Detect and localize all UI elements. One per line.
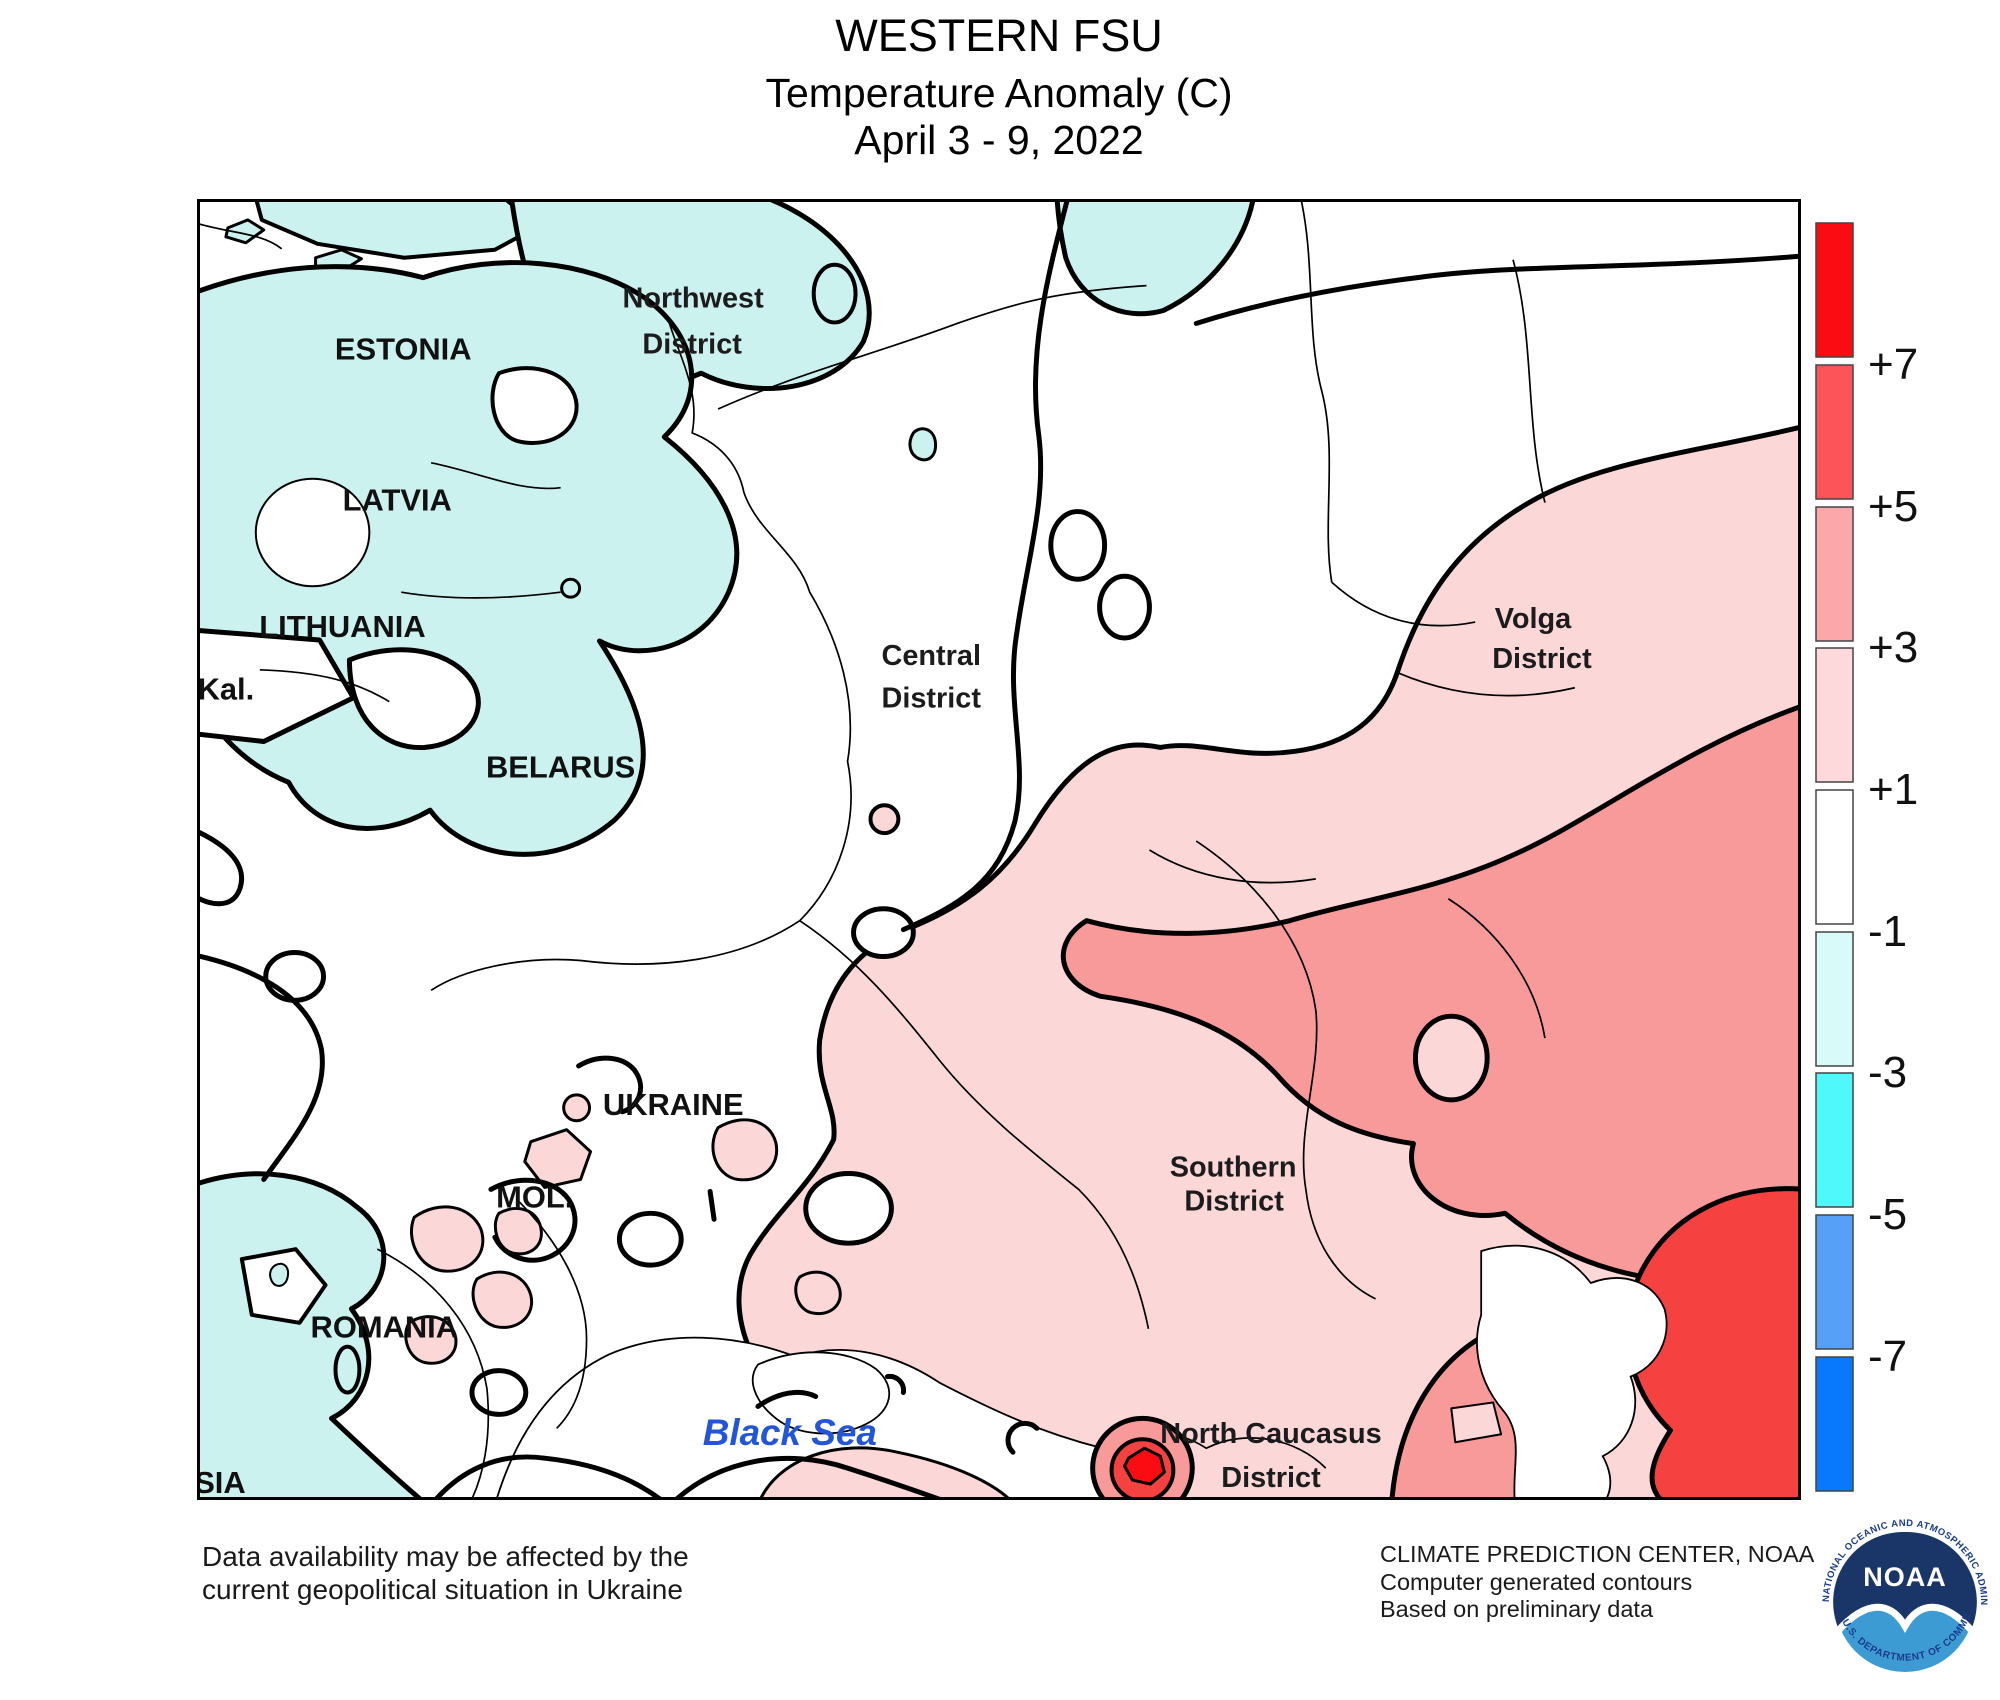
label-russia-clipped: SIA xyxy=(200,1465,246,1497)
thick-contour-lines xyxy=(200,202,1798,1497)
label-volga-district: Volga xyxy=(1495,603,1572,635)
cyan-islet xyxy=(269,1262,290,1287)
label-belarus: BELARUS xyxy=(486,749,635,784)
white-pocket xyxy=(616,1210,684,1268)
pink-patch xyxy=(794,1270,842,1316)
credits-block: CLIMATE PREDICTION CENTER, NOAA Computer… xyxy=(1380,1541,1814,1624)
label-north-caucasus-district: North Caucasus xyxy=(1160,1418,1381,1450)
legend-tick-minus7: -7 xyxy=(1868,1332,1907,1381)
legend-swatch-m7-down xyxy=(1815,1356,1854,1492)
label-southern-district: Southern xyxy=(1170,1151,1297,1183)
cyan-teardrop xyxy=(333,1344,362,1395)
white-hole xyxy=(490,366,579,445)
cyan-southwest-mass xyxy=(200,1171,422,1497)
legend-swatch-neutral xyxy=(1815,789,1854,925)
pink-patch xyxy=(471,1270,534,1329)
page-subtitle: Temperature Anomaly (C) xyxy=(765,70,1233,116)
cyan-teardrop xyxy=(908,427,938,462)
label-lithuania: LITHUANIA xyxy=(259,609,425,644)
label-latvia: LATVIA xyxy=(343,483,452,518)
legend-tick-minus1: -1 xyxy=(1868,907,1907,956)
noaa-logo-seagull-icon xyxy=(1833,1603,1977,1636)
legend-swatch-1-3 xyxy=(1815,647,1854,783)
label-north-caucasus-district-2: District xyxy=(1221,1462,1321,1494)
cyan-dot xyxy=(560,577,582,599)
temperature-anomaly-map: Northwest District ESTONIA LATVIA LITHUA… xyxy=(197,199,1801,1500)
pink-dot xyxy=(868,803,901,836)
legend-swatch-m1-m3 xyxy=(1815,931,1854,1067)
pink-patch xyxy=(562,1093,592,1123)
credit-line-1: CLIMATE PREDICTION CENTER, NOAA xyxy=(1380,1541,1815,1567)
legend-colorbar: +7 +5 +3 +1 -1 -3 -5 -7 xyxy=(1815,222,1918,1492)
pink-patch xyxy=(1450,1401,1503,1444)
legend-swatch-m3-m5 xyxy=(1815,1072,1854,1208)
label-romania: ROMANIA xyxy=(311,1310,459,1345)
noaa-logo: NOAA NATIONAL OCEANIC AND ATMOSPHERIC AD… xyxy=(1813,1506,1989,1672)
crimea-peninsula xyxy=(751,1351,891,1435)
pink-patch xyxy=(711,1118,779,1182)
legend-swatch-m5-m7 xyxy=(1815,1214,1854,1350)
label-northwest-district-2: District xyxy=(642,328,742,360)
white-pocket xyxy=(263,950,327,1003)
label-central-district: Central xyxy=(882,640,981,672)
legend-tick-minus3: -3 xyxy=(1868,1048,1907,1097)
legend-tick-plus3: +3 xyxy=(1868,623,1918,672)
legend-tick-minus5: -5 xyxy=(1868,1190,1907,1239)
credit-line-3: Based on preliminary data xyxy=(1380,1596,1654,1622)
white-pocket xyxy=(851,906,916,959)
pink-patch xyxy=(523,1128,593,1189)
legend-swatch-plus7-up xyxy=(1815,222,1854,358)
noaa-logo-wordmark: NOAA xyxy=(1863,1562,1947,1592)
legend-tick-plus7: +7 xyxy=(1868,340,1918,389)
page-title: WESTERN FSU xyxy=(835,10,1163,61)
caspian-sea xyxy=(1476,1244,1668,1497)
pink-patch xyxy=(404,1315,458,1365)
label-kaliningrad: Kal. xyxy=(200,672,254,707)
map-labels: Northwest District ESTONIA LATVIA LITHUA… xyxy=(200,283,1592,1497)
data-availability-note: Data availability may be affected by the… xyxy=(202,1540,689,1606)
label-black-sea: Black Sea xyxy=(703,1412,877,1453)
white-pocket xyxy=(1048,509,1108,582)
caucasus-hotspot-bullseye xyxy=(1090,1415,1195,1497)
label-central-district-2: District xyxy=(882,683,982,715)
disclaimer-line-1: Data availability may be affected by the xyxy=(202,1541,689,1572)
label-volga-district-2: District xyxy=(1492,643,1592,675)
cyan-oval xyxy=(811,262,858,325)
cyan-topright-blob xyxy=(1054,202,1255,317)
white-islands-hole xyxy=(254,477,371,588)
pink-hole-in-salmon xyxy=(1412,1013,1490,1103)
white-pocket xyxy=(469,1368,529,1417)
white-hole xyxy=(346,647,481,750)
white-pocket xyxy=(803,1171,894,1246)
sea-regions xyxy=(496,1244,1668,1497)
country-borders xyxy=(200,202,1576,1497)
legend-tick-plus5: +5 xyxy=(1868,482,1918,531)
bullseye-core xyxy=(1123,1446,1166,1486)
legend-swatch-3-5 xyxy=(1815,506,1854,642)
label-moldova: MOL. xyxy=(496,1179,573,1214)
white-contour-pockets xyxy=(263,509,1152,1417)
legend-swatch-5-7 xyxy=(1815,364,1854,500)
white-hole xyxy=(239,1247,328,1325)
pink-patch xyxy=(409,1205,485,1273)
date-range: April 3 - 9, 2022 xyxy=(854,117,1144,163)
kaliningrad-white xyxy=(200,628,356,744)
cold-anomaly-regions xyxy=(200,202,1255,1497)
map-canvas: Northwest District ESTONIA LATVIA LITHUA… xyxy=(200,202,1798,1497)
label-northwest-district: Northwest xyxy=(623,283,765,315)
cyan-top-strip xyxy=(254,202,541,260)
legend-tick-plus1: +1 xyxy=(1868,765,1918,814)
white-pocket xyxy=(1097,573,1152,641)
pink-patches xyxy=(404,1093,1010,1497)
credit-line-2: Computer generated contours xyxy=(1380,1568,1693,1595)
label-ukraine: UKRAINE xyxy=(603,1087,744,1122)
label-estonia: ESTONIA xyxy=(335,331,472,366)
salmon-plus3-region xyxy=(1060,704,1798,1288)
label-southern-district-2: District xyxy=(1184,1185,1284,1217)
disclaimer-line-2: current geopolitical situation in Ukrain… xyxy=(202,1574,683,1605)
